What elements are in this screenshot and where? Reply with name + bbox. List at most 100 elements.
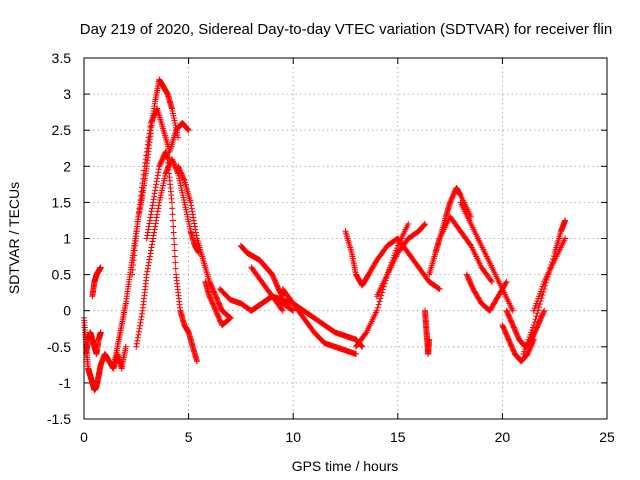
data-point (154, 208, 161, 215)
data-point (532, 316, 539, 323)
data-points (81, 76, 569, 394)
y-tick-label: -0.5 (47, 339, 71, 355)
data-point (146, 217, 153, 224)
data-point (539, 292, 546, 299)
data-point (374, 304, 381, 311)
data-point (562, 217, 569, 224)
data-point (138, 188, 145, 195)
data-point (140, 175, 147, 182)
data-point (278, 306, 285, 313)
data-point (530, 322, 537, 329)
data-point (142, 156, 149, 163)
data-point (144, 141, 151, 148)
data-series (175, 163, 234, 321)
data-point (143, 271, 150, 278)
data-point (189, 211, 196, 218)
data-point (146, 127, 153, 134)
data-point (97, 264, 104, 271)
data-point (191, 223, 198, 230)
data-series (81, 314, 129, 394)
data-point (133, 233, 140, 240)
data-point (136, 322, 143, 329)
data-point (562, 235, 569, 242)
data-point (541, 307, 548, 314)
data-point (146, 253, 153, 260)
data-point (375, 301, 382, 308)
data-series (436, 213, 495, 285)
data-point (138, 316, 145, 323)
data-point (188, 205, 195, 212)
data-point (227, 314, 234, 321)
data-point (187, 199, 194, 206)
data-point (151, 229, 158, 236)
data-series (83, 329, 104, 358)
data-series (352, 221, 412, 350)
data-point (143, 235, 150, 242)
chart-title: Day 219 of 2020, Sidereal Day-to-day VTE… (80, 21, 612, 38)
data-point (97, 329, 104, 336)
data-point (141, 167, 148, 174)
data-point (359, 343, 366, 350)
data-point (534, 310, 541, 317)
data-point (147, 123, 154, 130)
data-point (131, 247, 138, 254)
data-point (488, 277, 495, 284)
data-point (509, 307, 516, 314)
data-point (188, 202, 195, 209)
data-point (155, 205, 162, 212)
x-tick-label: 5 (185, 429, 193, 445)
data-point (169, 217, 176, 224)
data-point (150, 235, 157, 242)
y-tick-label: 0 (63, 303, 71, 319)
data-point (132, 242, 139, 249)
data-point (144, 268, 151, 275)
y-tick-label: 2 (63, 158, 71, 174)
data-series (342, 228, 401, 289)
data-point (488, 278, 495, 285)
data-point (148, 205, 155, 212)
data-series (499, 322, 537, 365)
data-point (172, 253, 179, 260)
data-point (139, 310, 146, 317)
y-tick-label: 3 (63, 86, 71, 102)
data-point (147, 211, 154, 218)
data-point (132, 237, 139, 244)
data-series (421, 307, 433, 358)
y-tick-label: -1.5 (47, 411, 71, 427)
data-point (150, 232, 157, 239)
data-point (226, 315, 233, 322)
data-point (129, 271, 136, 278)
plot-frame (83, 57, 608, 420)
data-point (133, 340, 140, 347)
data-point (426, 336, 433, 343)
data-point (155, 202, 162, 209)
data-point (536, 304, 543, 311)
data-point (146, 130, 153, 137)
data-point (152, 220, 159, 227)
data-point (531, 319, 538, 326)
data-point (191, 220, 198, 227)
data-point (193, 358, 200, 365)
data-series (426, 184, 475, 278)
data-point (144, 232, 151, 239)
data-point (172, 259, 179, 266)
data-series (248, 264, 286, 314)
data-point (139, 184, 146, 191)
data-point (150, 199, 157, 206)
data-point (136, 205, 143, 212)
data-point (130, 261, 137, 268)
y-tick-label: 1 (63, 231, 71, 247)
data-point (151, 226, 158, 233)
data-point (135, 328, 142, 335)
data-point (190, 214, 197, 221)
data-point (145, 259, 152, 266)
data-point (141, 163, 148, 170)
data-point (148, 208, 155, 215)
data-series (143, 148, 200, 365)
data-point (185, 126, 192, 133)
data-point (140, 171, 147, 178)
data-point (147, 250, 154, 257)
data-point (192, 229, 199, 236)
data-point (148, 241, 155, 248)
data-point (279, 307, 286, 314)
